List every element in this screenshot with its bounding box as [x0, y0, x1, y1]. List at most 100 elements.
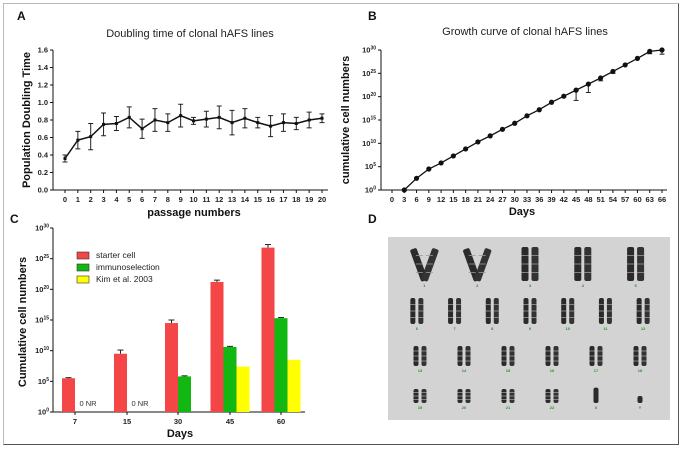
- chart-a-data-point: [89, 135, 93, 139]
- chromosome-pair: 22: [545, 389, 559, 410]
- chart-b-ytick-label: 1015: [362, 116, 376, 125]
- chromosome-pair: 1: [410, 248, 439, 288]
- chart-c-ytick-label: 105: [38, 377, 49, 386]
- chart-a-ylabel: Population Doubling Time: [21, 52, 33, 188]
- chromosome: [410, 248, 428, 282]
- chart-c-xtick-label: 30: [174, 417, 182, 426]
- chromosome: [474, 248, 492, 282]
- chromosome: [637, 396, 643, 403]
- chromosome-label: 22: [550, 405, 555, 410]
- chart-c-xtick-label: 45: [226, 417, 234, 426]
- chromosome-pair: 21: [501, 389, 515, 410]
- chromosome-label: 2: [476, 283, 479, 288]
- chart-a-ytick-label: 1.4: [38, 63, 49, 72]
- chromosome-pair: 11: [598, 298, 612, 331]
- chart-b-data-point: [647, 48, 653, 55]
- chromosome-label: X: [595, 405, 598, 410]
- chart-a-data-point: [204, 117, 208, 121]
- chromosome-pair: 9: [523, 298, 537, 331]
- chart-b-data-point: [548, 99, 555, 105]
- chromosome-label: 15: [506, 368, 511, 373]
- chart-c-ytick-label: 1025: [35, 254, 49, 263]
- chart-c-ytick-label: 1020: [35, 285, 49, 294]
- chart-b-data-point: [487, 133, 493, 139]
- chart-a-xtick-label: 1: [76, 195, 80, 204]
- chart-b-xtick-label: 6: [414, 195, 418, 204]
- chromosome-pair: 14: [457, 346, 471, 373]
- chart-a-ytick-label: 0.2: [38, 168, 48, 177]
- chart-c-ytick-label: 1015: [35, 316, 49, 325]
- chart-b-ytick-label: 100: [365, 186, 376, 195]
- chart-c-bar: [210, 281, 224, 412]
- chart-a-xtick-label: 9: [179, 195, 183, 204]
- chart-b-data-point: [573, 87, 579, 93]
- chart-b-data-point: [426, 166, 432, 172]
- figure-frame: [3, 3, 679, 445]
- panel-label-a: A: [17, 9, 26, 23]
- chart-a-xtick-label: 5: [127, 195, 131, 204]
- chromosome-pair: 6: [410, 298, 424, 331]
- chart-a-xtick-label: 16: [266, 195, 274, 204]
- chromosome-label: 9: [529, 326, 532, 331]
- chromosome-pair: 2: [463, 248, 492, 288]
- chart-a-data-point: [320, 116, 324, 120]
- chromosome-pair: 15: [501, 346, 515, 373]
- chart-c-bar: [287, 359, 301, 412]
- chromosome-label: 8: [491, 326, 494, 331]
- chart-b-xtick-label: 57: [621, 195, 629, 204]
- chart-a-data-point: [307, 118, 311, 122]
- chart-b-xtick-label: 21: [474, 195, 482, 204]
- chart-a-data-point: [256, 121, 260, 125]
- chart-b-xtick-label: 48: [584, 195, 592, 204]
- chart-a-xtick-label: 17: [279, 195, 287, 204]
- panel-label-c: C: [10, 212, 19, 226]
- chromosome: [463, 248, 481, 282]
- chart-b-ytick-label: 1030: [362, 46, 376, 55]
- chart-a-xtick-label: 3: [101, 195, 105, 204]
- chart-a-data-point: [127, 115, 131, 119]
- chart-a-ytick-label: 1.2: [38, 81, 48, 90]
- chart-b-xtick-label: 15: [449, 195, 457, 204]
- chart-a-xtick-label: 12: [215, 195, 223, 204]
- chromosome-pair: 20: [457, 389, 471, 410]
- chart-c-legend-swatch: [76, 275, 90, 284]
- chart-c-ytick-label: 1030: [35, 224, 49, 233]
- chart-b-xtick-label: 24: [486, 195, 495, 204]
- chromosome-label: 7: [453, 326, 456, 331]
- chart-c-legend-swatch: [76, 251, 90, 260]
- chromosome-label: 19: [418, 405, 423, 410]
- chart-a-ytick-label: 1.6: [38, 46, 48, 55]
- chart-b-xtick-label: 45: [572, 195, 580, 204]
- chart-a-data-point: [179, 114, 183, 118]
- chart-b-xtick-label: 60: [633, 195, 641, 204]
- chromosome-label: 3: [529, 283, 532, 288]
- chart-a-data-point: [76, 138, 80, 142]
- chart-a-data-point: [192, 119, 195, 123]
- chart-c-annotation: 0 NR: [79, 399, 97, 408]
- chromosome-pair: Y: [637, 396, 643, 410]
- chart-a-data-point: [114, 122, 118, 125]
- chart-b-data-point: [475, 139, 481, 145]
- chromosome-label: 5: [634, 283, 637, 288]
- chart-b-data-point: [524, 113, 530, 119]
- chart-a-data-point: [153, 118, 157, 122]
- chromosome-label: 6: [416, 326, 419, 331]
- chart-a-data-point: [281, 121, 285, 125]
- chart-c-ylabel: Cumulative cell numbers: [17, 257, 29, 387]
- chromosome: [421, 248, 439, 282]
- chromosome-pair: X: [593, 387, 599, 410]
- chart-b-xtick-label: 3: [402, 195, 406, 204]
- chromosome-label: 12: [641, 326, 646, 331]
- chart-b-data-point: [610, 68, 616, 75]
- chart-a-xtick-label: 13: [228, 195, 236, 204]
- chart-a-xtick-label: 14: [241, 195, 250, 204]
- chromosome-pair: 7: [448, 298, 462, 331]
- chart-b-series-line: [403, 49, 663, 191]
- panel-c-chart: Cumulative cell numbers Days 100 105 1010 1…: [17, 224, 305, 440]
- chart-a-title: Doubling time of clonal hAFS lines: [106, 28, 274, 40]
- chart-b-data-point: [499, 126, 506, 132]
- chromosome-pair: 12: [636, 298, 650, 331]
- chart-c-ytick-label: 100: [38, 408, 49, 417]
- chart-c-bar: [62, 378, 75, 412]
- chromosome-label: 11: [603, 326, 608, 331]
